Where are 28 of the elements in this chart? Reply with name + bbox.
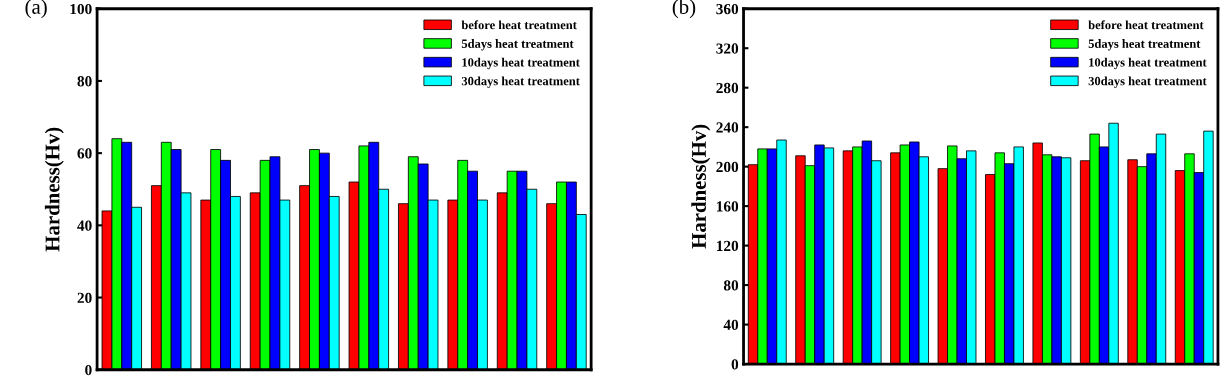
legend-label: 10days heat treatment — [1089, 57, 1207, 70]
y-tick-label: 0 — [85, 364, 92, 376]
y-tick-label: 80 — [77, 76, 92, 87]
y-tick-label: 200 — [716, 161, 739, 173]
y-axis-title: Hardness(Hv) — [691, 124, 711, 249]
y-tick-label: 40 — [723, 319, 739, 331]
legend-label: 10days heat treatment — [462, 57, 580, 70]
y-tick-label: 320 — [716, 43, 739, 54]
legend-label: before heat treatment — [461, 20, 577, 30]
y-tick-label: 280 — [716, 82, 739, 94]
y-tick-label: 80 — [723, 280, 739, 291]
y-tick-label: 160 — [716, 201, 739, 212]
legend-label: before heat treatment — [1088, 20, 1204, 30]
chart-title: (a) — [25, 0, 47, 19]
y-tick-label: 100 — [70, 3, 92, 15]
y-tick-label: 0 — [731, 359, 739, 370]
chart-title: (b) — [672, 0, 696, 19]
y-tick-label: 360 — [716, 3, 739, 15]
legend-label: 30days heat treatment — [461, 76, 580, 88]
legend-label: 5days heat treatment — [1088, 39, 1201, 51]
y-tick-label: 240 — [716, 122, 739, 133]
y-tick-label: 60 — [77, 148, 92, 159]
y-tick-label: 20 — [77, 292, 92, 303]
y-tick-label: 40 — [77, 220, 92, 231]
y-tick-label: 120 — [716, 240, 739, 252]
y-axis-title: Hardness(Hv) — [44, 127, 64, 252]
legend-label: 5days heat treatment — [461, 39, 574, 51]
legend-label: 30days heat treatment — [1088, 76, 1207, 88]
